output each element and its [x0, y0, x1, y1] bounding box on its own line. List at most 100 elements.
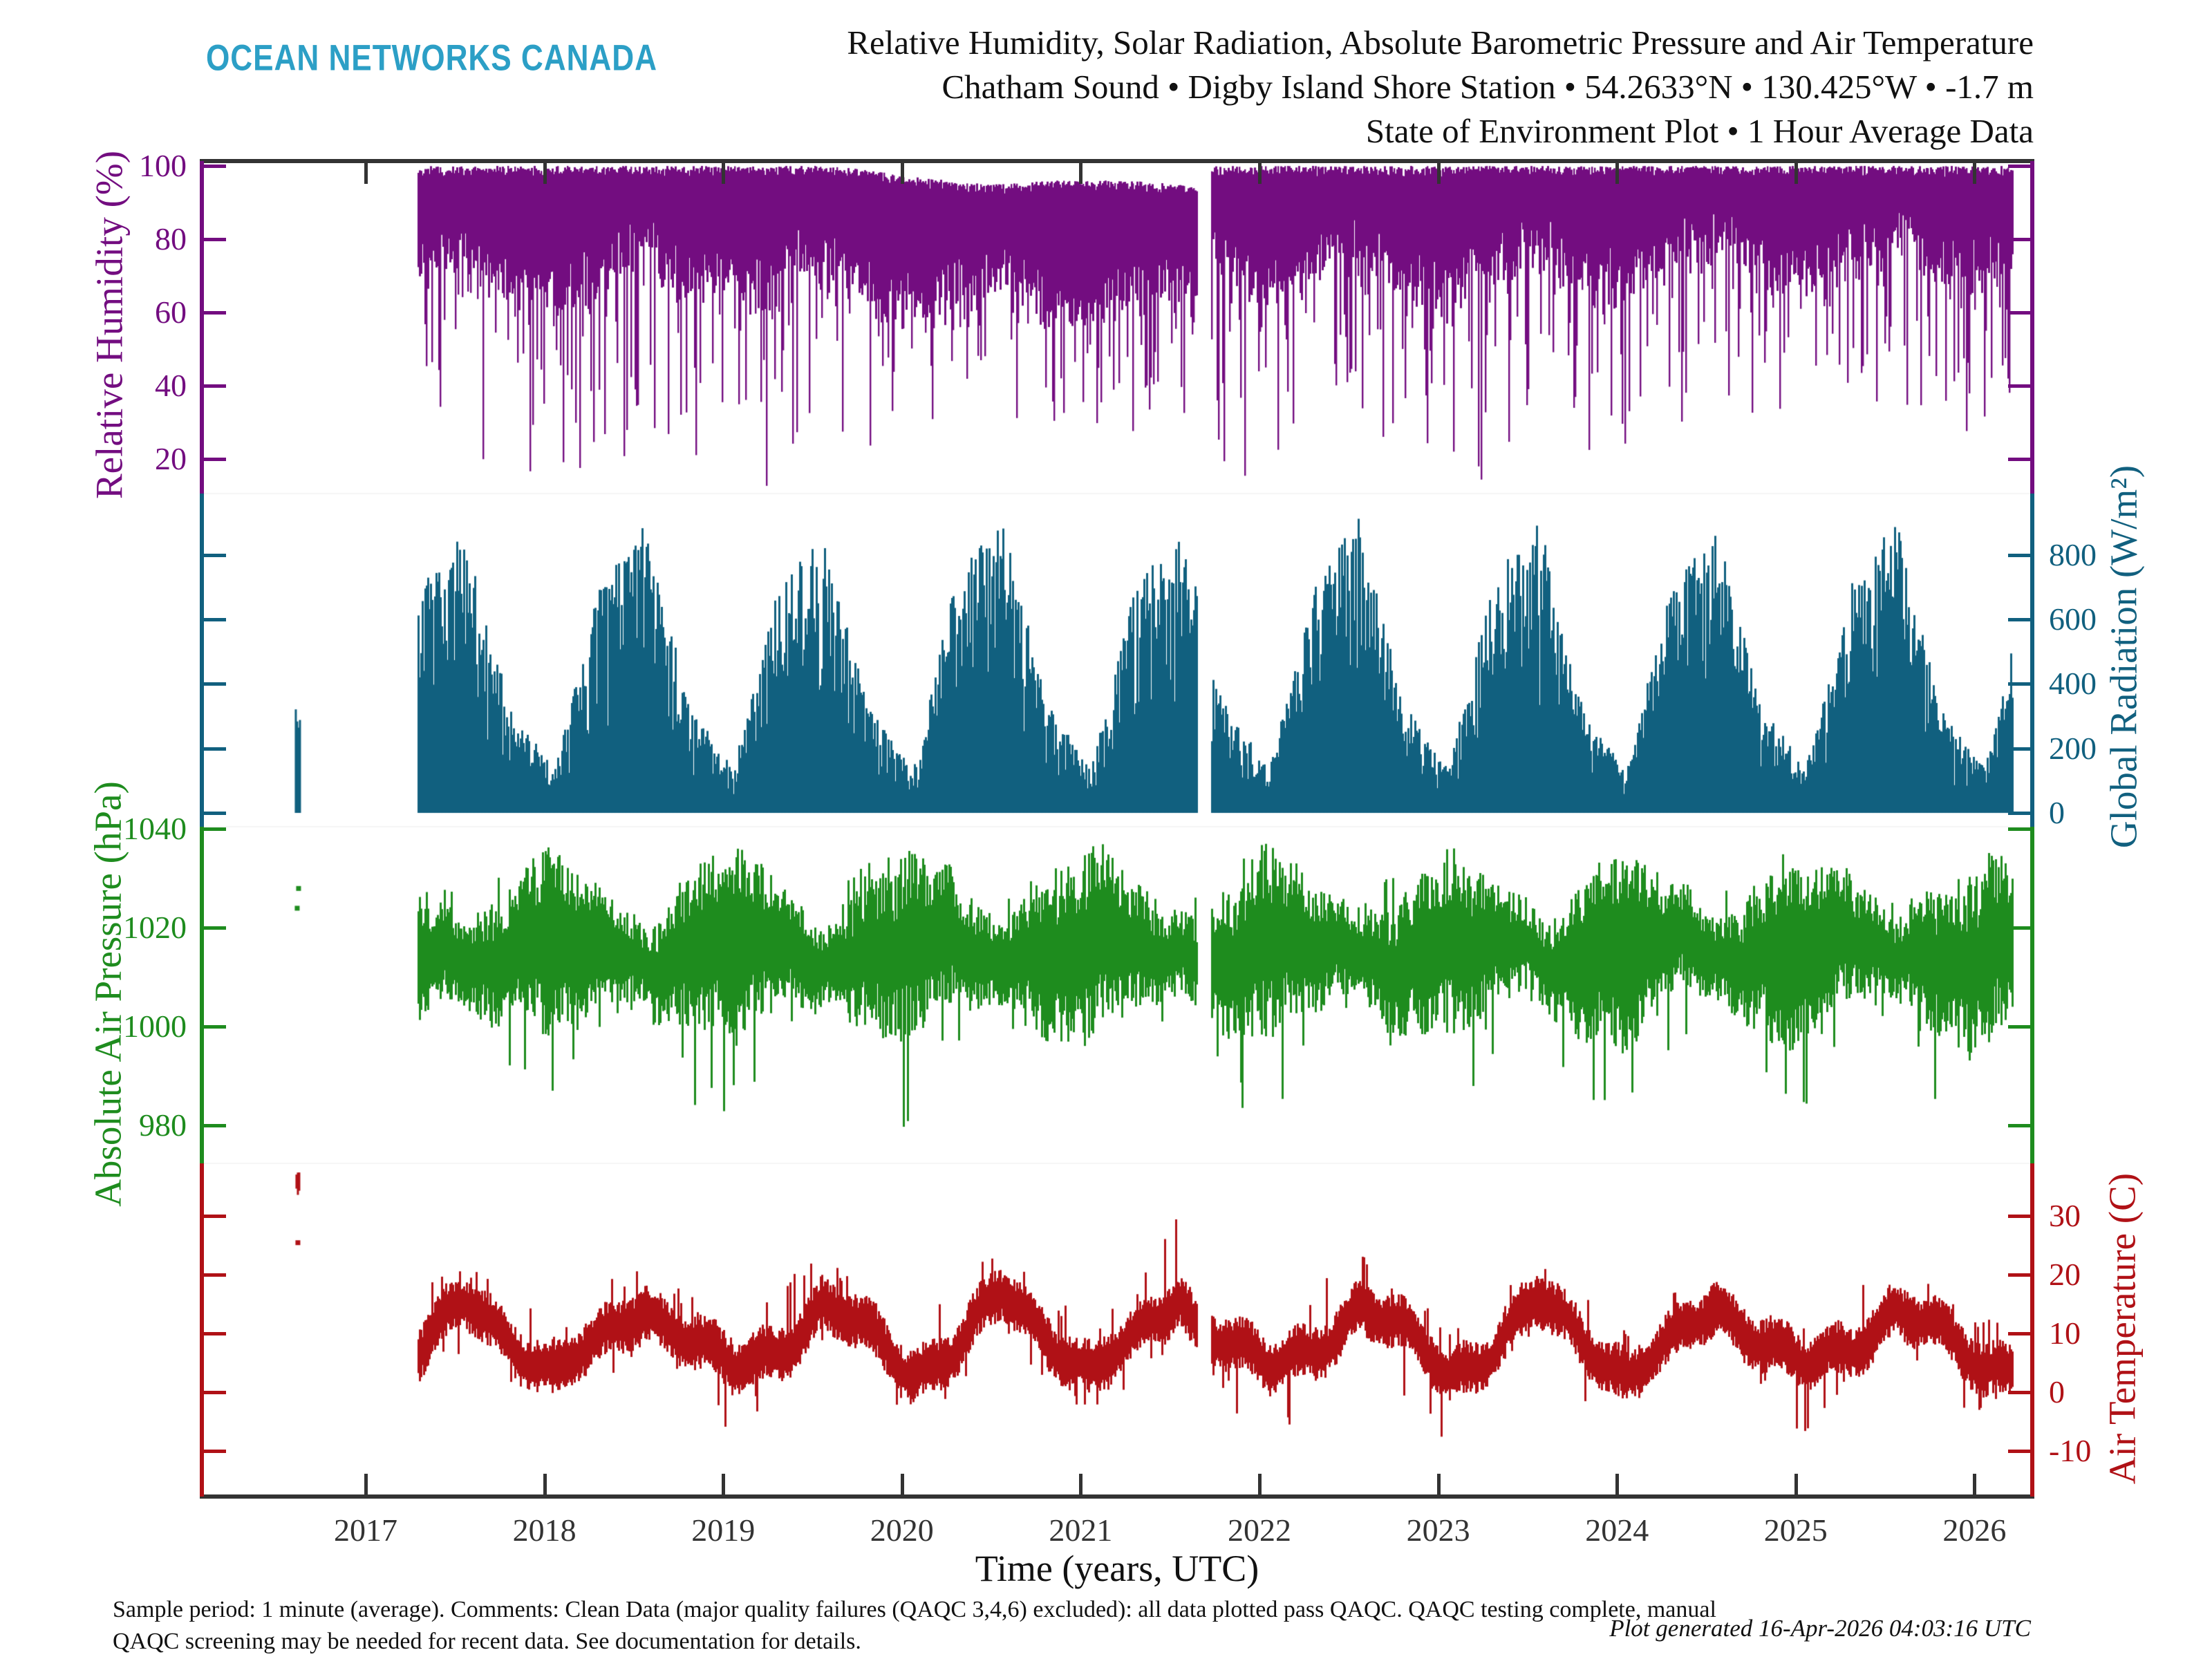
onc-logo: OCEAN NETWORKS CANADA: [206, 37, 657, 78]
temperature-tick-10: [204, 1332, 226, 1335]
year-tick-top-2026: [1973, 163, 1977, 184]
humidity-tick-20: [204, 458, 226, 462]
year-tick-top-2020: [900, 163, 904, 184]
year-tick-top-2021: [1079, 163, 1083, 184]
radiation-tick-label-600: 600: [2049, 601, 2097, 637]
temperature-tick-mirror-30: [2008, 1214, 2030, 1218]
radiation-tick-mirror-600: [2008, 618, 2030, 622]
pressure-tick-mirror-980: [2008, 1123, 2030, 1127]
chart-title-line-1: Relative Humidity, Solar Radiation, Abso…: [847, 24, 2034, 62]
humidity-tick-label-60: 60: [155, 294, 187, 330]
humidity-tick-mirror-40: [2008, 384, 2030, 388]
year-tick-bottom-2024: [1615, 1474, 1620, 1494]
temperature-tick-label-10: 10: [2049, 1315, 2081, 1351]
humidity-tick-mirror-100: [2008, 164, 2030, 168]
pressure-tick-label-1040: 1040: [123, 811, 187, 846]
year-tick-bottom-2022: [1258, 1474, 1262, 1494]
temperature-tick-0: [204, 1391, 226, 1395]
temperature-tick-label--10: -10: [2049, 1433, 2092, 1469]
humidity-tick-label-100: 100: [139, 147, 187, 183]
year-tick-top-2018: [543, 163, 547, 184]
humidity-left-spine: [200, 161, 204, 494]
plot-top-border: [200, 159, 2034, 163]
temperature-tick-label-30: 30: [2049, 1197, 2081, 1233]
y-axis-title-air-temperature: Air Temperature (C): [2101, 1172, 2144, 1485]
radiation-tick-label-200: 200: [2049, 730, 2097, 766]
temperature-tick-label-20: 20: [2049, 1257, 2081, 1292]
radiation-tick-label-400: 400: [2049, 666, 2097, 702]
temperature-tick-mirror-20: [2008, 1273, 2030, 1277]
radiation-left-spine: [200, 494, 204, 827]
x-tick-label-2025: 2025: [1763, 1512, 1828, 1548]
footer-note: Sample period: 1 minute (average). Comme…: [113, 1594, 1716, 1658]
x-tick-label-2017: 2017: [334, 1512, 397, 1548]
radiation-tick-mirror-0: [2008, 811, 2030, 815]
pressure-right-spine: [2030, 827, 2034, 1163]
chart-title-block: Relative Humidity, Solar Radiation, Abso…: [847, 21, 2034, 153]
radiation-tick-0: [204, 811, 226, 815]
humidity-tick-mirror-60: [2008, 311, 2030, 315]
pressure-left-spine: [200, 827, 204, 1163]
year-tick-bottom-2021: [1079, 1474, 1083, 1494]
radiation-tick-600: [204, 618, 226, 622]
humidity-tick-label-80: 80: [155, 221, 187, 257]
x-tick-label-2023: 2023: [1406, 1512, 1470, 1548]
y-axis-title-relative-humidity: Relative Humidity (%): [88, 150, 131, 500]
x-tick-label-2026: 2026: [1942, 1512, 2007, 1548]
x-tick-label-2024: 2024: [1585, 1512, 1649, 1548]
humidity-tick-mirror-80: [2008, 238, 2030, 242]
year-tick-top-2017: [364, 163, 368, 184]
year-tick-top-2023: [1436, 163, 1441, 184]
year-tick-bottom-2023: [1436, 1474, 1441, 1494]
radiation-tick-label-0: 0: [2049, 794, 2065, 830]
x-tick-label-2020: 2020: [870, 1512, 934, 1548]
x-tick-label-2019: 2019: [691, 1512, 756, 1548]
temperature-tick-mirror-10: [2008, 1332, 2030, 1335]
year-tick-top-2025: [1794, 163, 1798, 184]
humidity-right-spine: [2030, 161, 2034, 494]
radiation-tick-mirror-200: [2008, 747, 2030, 751]
temperature-right-spine: [2030, 1163, 2034, 1497]
x-tick-label-2021: 2021: [1049, 1512, 1113, 1548]
radiation-tick-400: [204, 682, 226, 686]
year-tick-top-2024: [1615, 163, 1620, 184]
x-tick-label-2018: 2018: [512, 1512, 577, 1548]
year-tick-bottom-2026: [1973, 1474, 1977, 1494]
temperature-tick-mirror-0: [2008, 1391, 2030, 1395]
pressure-tick-mirror-1040: [2008, 827, 2030, 831]
year-tick-bottom-2025: [1794, 1474, 1798, 1494]
humidity-tick-mirror-20: [2008, 458, 2030, 462]
pressure-tick-1040: [204, 827, 226, 831]
pressure-tick-mirror-1000: [2008, 1024, 2030, 1029]
radiation-tick-mirror-400: [2008, 682, 2030, 686]
humidity-tick-100: [204, 164, 226, 168]
chart-title-line-3: State of Environment Plot • 1 Hour Avera…: [1365, 112, 2034, 150]
x-tick-label-2022: 2022: [1228, 1512, 1291, 1548]
y-axis-title-absolute-air-pressure: Absolute Air Pressure (hPa): [86, 781, 129, 1207]
humidity-tick-60: [204, 311, 226, 315]
pressure-tick-1000: [204, 1024, 226, 1029]
humidity-tick-40: [204, 384, 226, 388]
footer-note-line-1: Sample period: 1 minute (average). Comme…: [113, 1597, 1716, 1622]
radiation-tick-label-800: 800: [2049, 537, 2097, 573]
temperature-left-spine: [200, 1163, 204, 1497]
temperature-tick-mirror--10: [2008, 1450, 2030, 1454]
pressure-tick-1020: [204, 926, 226, 930]
pressure-tick-label-1000: 1000: [123, 1008, 187, 1044]
plot-bottom-border: [200, 1494, 2034, 1499]
y-axis-title-global-radiation: Global Radiation (W/m²): [2102, 465, 2145, 849]
pressure-tick-980: [204, 1123, 226, 1127]
humidity-tick-label-20: 20: [155, 441, 187, 477]
year-tick-bottom-2018: [543, 1474, 547, 1494]
temperature-tick-30: [204, 1214, 226, 1218]
chart-title-line-2: Chatham Sound • Digby Island Shore Stati…: [941, 68, 2034, 106]
plot-generated-timestamp: Plot generated 16-Apr-2026 04:03:16 UTC: [1609, 1615, 2031, 1642]
humidity-tick-label-40: 40: [155, 368, 187, 404]
radiation-tick-800: [204, 554, 226, 558]
radiation-right-spine: [2030, 494, 2034, 827]
temperature-tick-label-0: 0: [2049, 1374, 2065, 1410]
temperature-tick--10: [204, 1450, 226, 1454]
